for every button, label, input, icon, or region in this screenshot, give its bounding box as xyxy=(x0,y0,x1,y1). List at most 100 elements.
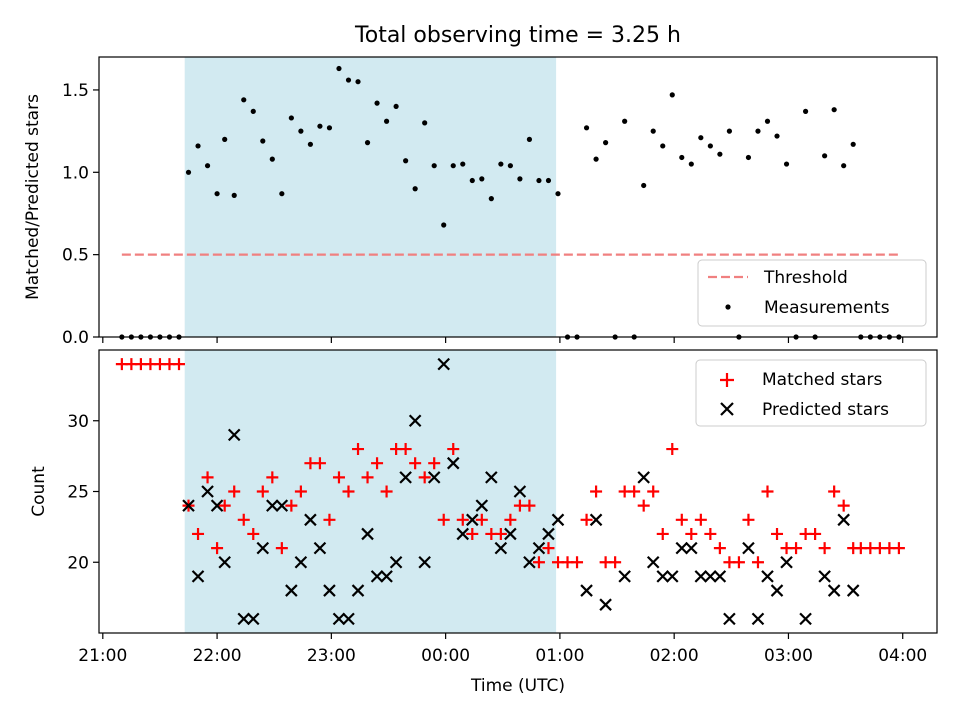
predicted-star-point xyxy=(532,541,546,555)
matched-star-point xyxy=(892,542,905,555)
ratio-y-axis-label: Matched/Predicted stars xyxy=(23,94,43,300)
predicted-star-point xyxy=(846,584,860,597)
predicted-star-point xyxy=(827,584,841,597)
matched-star-point xyxy=(192,527,205,540)
ratio-panel: 0.0 0.5 1.0 1.5 Matched/Predicted stars Thr… xyxy=(23,56,938,348)
predicted-star-point xyxy=(504,527,517,541)
predicted-star-point xyxy=(342,612,355,626)
predicted-star-point xyxy=(580,584,593,597)
measurement-points xyxy=(119,65,902,340)
measurement-point xyxy=(431,163,437,169)
predicted-star-point xyxy=(656,570,670,583)
matched-star-point xyxy=(742,513,755,526)
matched-star-point xyxy=(256,485,269,498)
matched-star-points xyxy=(115,358,905,569)
measurement-point xyxy=(307,141,314,147)
matched-star-point xyxy=(361,471,374,484)
measurement-point xyxy=(822,153,828,159)
measurement-point xyxy=(269,156,275,162)
matched-star-point xyxy=(837,499,850,512)
predicted-star-point xyxy=(646,555,660,569)
predicted-star-point xyxy=(618,570,631,583)
measurement-point xyxy=(422,120,428,126)
predicted-star-point xyxy=(313,541,327,555)
predicted-star-point xyxy=(370,570,384,583)
predicted-star-point xyxy=(694,570,708,583)
chart-title: Total observing time = 3.25 h xyxy=(354,23,681,48)
matched-star-point xyxy=(504,513,517,526)
predicted-star-point xyxy=(456,527,470,541)
x-axis-label: Time (UTC) xyxy=(470,676,565,696)
predicted-star-point xyxy=(675,541,689,555)
predicted-star-point xyxy=(723,612,736,626)
legend-measurements-swatch xyxy=(725,304,731,310)
ratio-legend: Threshold Measurements xyxy=(697,259,927,327)
measurement-point xyxy=(802,108,809,114)
y-tick-label: 30 xyxy=(67,412,89,432)
measurement-point xyxy=(250,108,256,114)
measurement-point xyxy=(469,177,475,184)
predicted-star-point xyxy=(837,513,850,527)
measurement-point xyxy=(831,107,837,113)
matched-star-point xyxy=(294,485,307,498)
measurement-point xyxy=(622,118,628,124)
matched-star-point xyxy=(352,443,365,456)
measurement-point xyxy=(698,135,704,141)
x-tick-label: 22:00 xyxy=(193,646,242,666)
matched-star-point xyxy=(247,527,260,540)
predicted-star-point xyxy=(237,612,251,626)
matched-star-point xyxy=(761,485,774,498)
count-legend: Matched stars Predicted stars xyxy=(695,359,927,427)
matched-star-point xyxy=(275,542,288,555)
matched-star-point xyxy=(590,485,603,498)
predicted-star-point xyxy=(637,471,650,484)
predicted-star-point xyxy=(770,584,784,597)
matched-star-point xyxy=(428,457,441,470)
predicted-star-point xyxy=(713,570,727,583)
measurement-point xyxy=(460,161,466,167)
ratio-plot-frame xyxy=(98,56,938,338)
predicted-star-point xyxy=(227,428,241,442)
measurement-point xyxy=(650,128,656,134)
matched-star-point xyxy=(542,542,555,555)
ratio-y-ticks: 0.0 0.5 1.0 1.5 xyxy=(62,81,99,348)
predicted-star-point xyxy=(218,555,231,569)
predicted-star-point xyxy=(191,570,205,583)
matched-star-point xyxy=(818,542,831,555)
matched-star-point xyxy=(437,513,450,526)
matched-star-point xyxy=(475,513,488,526)
predicted-star-point xyxy=(418,555,431,569)
measurement-point xyxy=(364,140,371,146)
predicted-star-point xyxy=(408,414,422,428)
matched-star-point xyxy=(285,499,298,512)
predicted-star-point xyxy=(485,471,498,484)
matched-star-point xyxy=(580,513,593,526)
count-plot-frame xyxy=(98,349,938,634)
x-tick-label: 02:00 xyxy=(650,646,699,666)
matched-star-point xyxy=(694,513,707,526)
measurement-point xyxy=(488,196,494,202)
measurement-point xyxy=(441,222,447,228)
legend-matched-swatch xyxy=(720,373,734,387)
ratio-legend-frame xyxy=(697,259,927,327)
measurement-point xyxy=(555,191,561,197)
predicted-star-point xyxy=(542,527,555,541)
matched-star-point xyxy=(172,358,185,371)
measurement-point xyxy=(393,103,399,110)
predicted-star-point xyxy=(551,513,565,527)
predicted-star-point xyxy=(266,499,279,512)
measurement-point xyxy=(214,191,220,197)
predicted-star-point xyxy=(466,513,479,527)
measurement-point xyxy=(726,128,733,134)
measurement-point xyxy=(536,177,542,184)
predicted-star-point xyxy=(399,471,412,484)
measurement-point xyxy=(298,128,304,134)
predicted-star-point xyxy=(201,485,214,498)
predicted-star-point xyxy=(780,555,793,569)
matched-star-point xyxy=(532,556,545,569)
y-tick-label: 1.0 xyxy=(62,163,89,183)
matched-star-point xyxy=(399,443,412,456)
measurement-point xyxy=(326,125,333,131)
measurement-point xyxy=(707,143,713,149)
